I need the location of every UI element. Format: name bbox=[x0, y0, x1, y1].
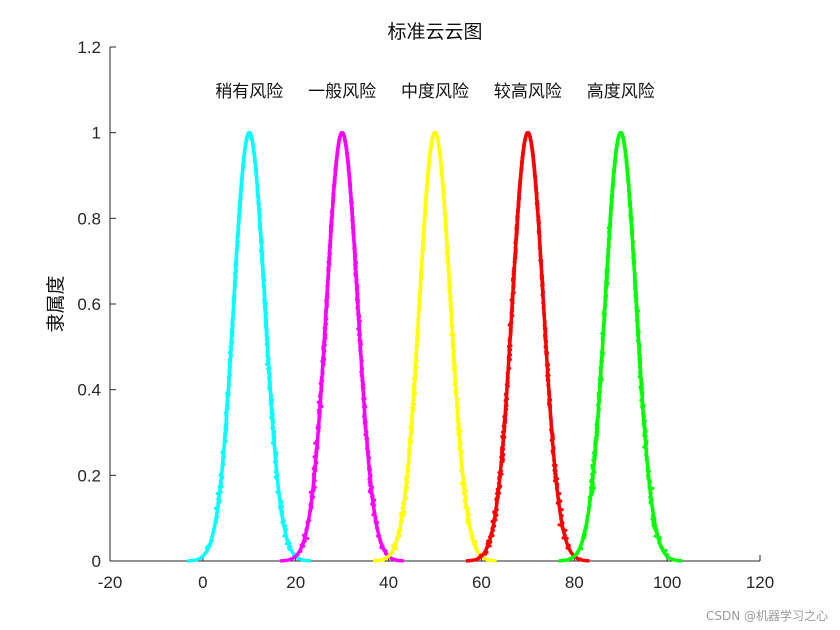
cloud-curve bbox=[186, 131, 312, 563]
x-tick-label: 100 bbox=[653, 573, 681, 592]
x-tick-label: 40 bbox=[379, 573, 398, 592]
cloud-series-4 bbox=[465, 131, 591, 563]
cloud-series-2 bbox=[279, 131, 405, 563]
y-axis-label: 隶属度 bbox=[45, 275, 67, 332]
axes: -20 0 20 40 60 80 100 120 0 0.2 0.4 0.6 0.8 1 1.2 bbox=[77, 38, 774, 592]
y-tick-label: 1.2 bbox=[77, 38, 101, 57]
x-tick-label: 20 bbox=[286, 573, 305, 592]
x-tick-label: 80 bbox=[565, 573, 584, 592]
y-tick-label: 0 bbox=[92, 552, 101, 571]
chart-title: 标准云云图 bbox=[387, 21, 482, 43]
y-tick-label: 0.8 bbox=[77, 209, 101, 228]
x-tick-label: 60 bbox=[472, 573, 491, 592]
cloud-series-3 bbox=[372, 131, 498, 563]
y-tick-label: 0.4 bbox=[77, 381, 101, 400]
x-tick-label: -20 bbox=[98, 573, 123, 592]
y-tick-label: 1 bbox=[92, 124, 101, 143]
cloud-curves bbox=[186, 131, 684, 563]
cloud-series-1 bbox=[186, 131, 312, 563]
x-tick-label: 120 bbox=[746, 573, 774, 592]
cloud-curve bbox=[372, 131, 498, 563]
y-tick-label: 0.6 bbox=[77, 295, 101, 314]
y-tick-label: 0.2 bbox=[77, 466, 101, 485]
cloud-drop bbox=[306, 536, 310, 541]
cloud-curve bbox=[279, 131, 405, 563]
x-tick-label: 0 bbox=[198, 573, 207, 592]
